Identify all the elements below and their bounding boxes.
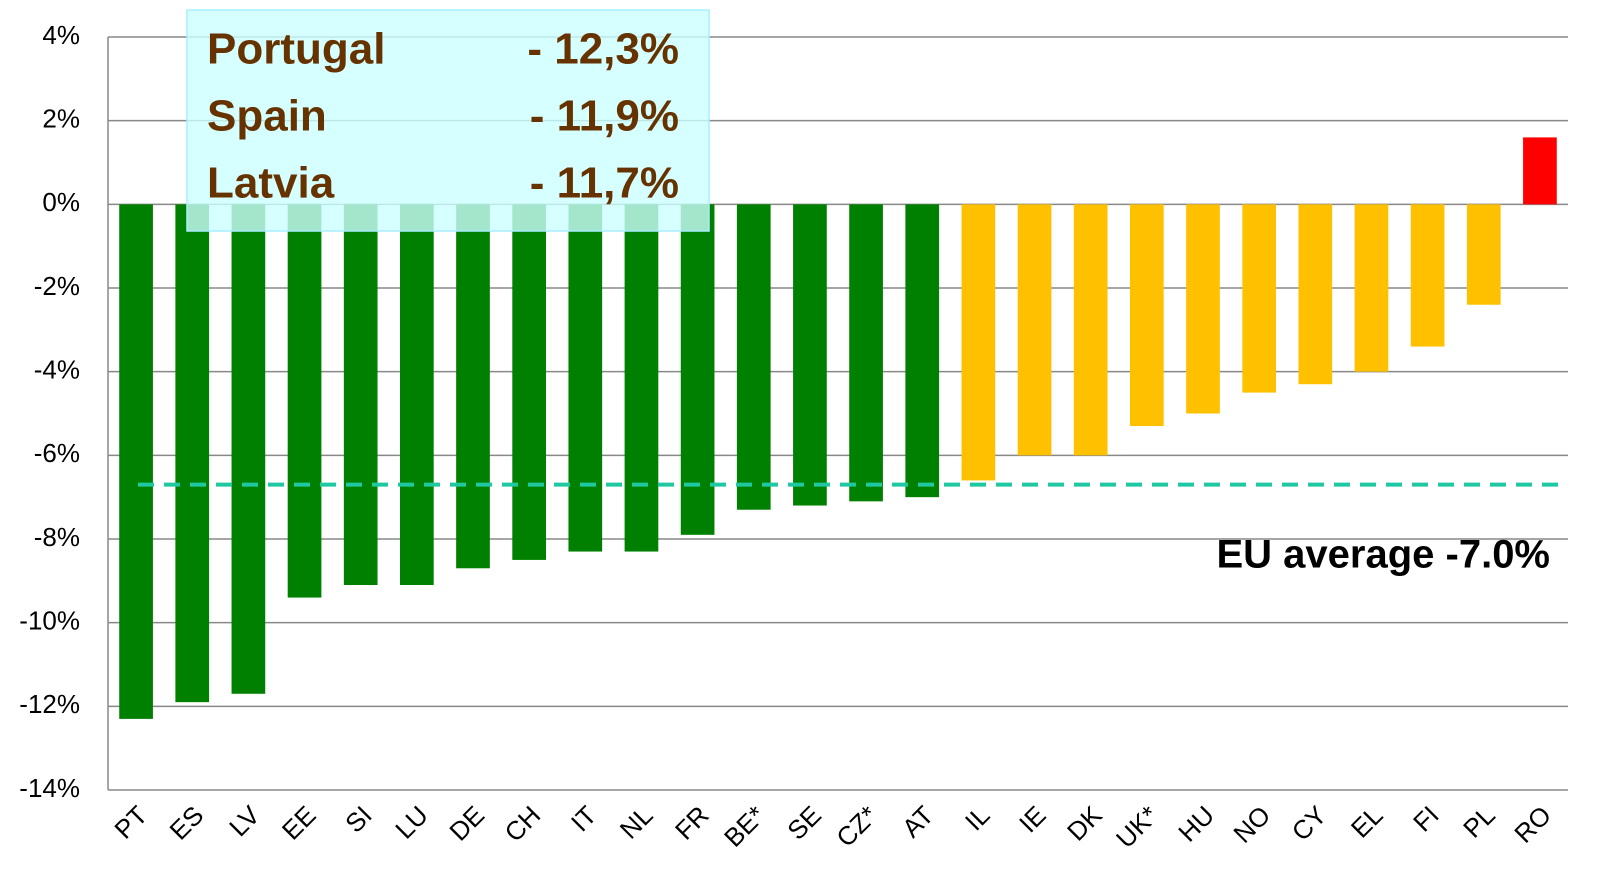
bar bbox=[961, 204, 996, 481]
y-tick-label: -4% bbox=[34, 355, 80, 385]
bar bbox=[849, 204, 883, 502]
bar bbox=[1298, 204, 1333, 385]
y-tick-label: -10% bbox=[19, 606, 80, 636]
bar bbox=[1354, 204, 1389, 372]
box-value: - 12,3% bbox=[527, 25, 679, 74]
x-tick-label: SE bbox=[781, 800, 827, 846]
x-tick-label: IT bbox=[565, 800, 603, 838]
x-tick-label: UK* bbox=[1110, 800, 1164, 854]
box-country: Latvia bbox=[207, 159, 335, 208]
x-tick-label: FR bbox=[669, 800, 715, 846]
bar bbox=[175, 204, 210, 703]
x-tick-label: RO bbox=[1508, 800, 1557, 849]
x-tick-label: LU bbox=[389, 800, 434, 845]
box-background bbox=[186, 9, 710, 232]
x-tick-label: AT bbox=[896, 800, 939, 843]
bar bbox=[1130, 204, 1164, 427]
x-tick-label: CY bbox=[1286, 800, 1333, 847]
y-tick-label: 4% bbox=[42, 20, 80, 50]
x-tick-label: NL bbox=[614, 800, 659, 845]
highlight-box: Portugal - 12,3% Spain - 11,9% Latvia - 11,7% bbox=[186, 9, 710, 232]
bar bbox=[1523, 137, 1557, 205]
x-tick-label: CZ* bbox=[830, 800, 883, 853]
bar bbox=[568, 204, 603, 552]
x-tick-label: CH bbox=[498, 800, 546, 848]
x-tick-label: FI bbox=[1407, 800, 1445, 838]
bar bbox=[1186, 204, 1220, 414]
bar bbox=[231, 204, 266, 694]
bar bbox=[905, 204, 940, 498]
bar bbox=[680, 204, 715, 535]
y-tick-label: -2% bbox=[34, 271, 80, 301]
x-tick-label: LV bbox=[223, 799, 266, 842]
x-tick-label: EE bbox=[276, 800, 322, 846]
x-tick-label: SI bbox=[339, 800, 378, 839]
bar bbox=[1073, 204, 1108, 456]
x-tick-label: ES bbox=[164, 800, 210, 846]
x-tick-label: NO bbox=[1227, 800, 1276, 849]
y-tick-label: -6% bbox=[34, 438, 80, 468]
bar bbox=[456, 204, 490, 569]
x-tick-label: PT bbox=[108, 800, 153, 845]
reference-label: EU average -7.0% bbox=[1216, 533, 1550, 577]
bar bbox=[1017, 204, 1052, 456]
x-tick-label: DK bbox=[1061, 799, 1108, 846]
box-country: Spain bbox=[207, 92, 327, 141]
x-tick-label: PL bbox=[1457, 800, 1501, 844]
box-value: - 11,7% bbox=[530, 159, 679, 208]
bar bbox=[1410, 204, 1445, 347]
x-tick-label: DE bbox=[443, 800, 490, 847]
x-tick-label: IE bbox=[1013, 800, 1052, 839]
bar bbox=[624, 204, 659, 552]
bar bbox=[736, 204, 771, 510]
bar bbox=[1466, 204, 1501, 305]
box-country: Portugal bbox=[207, 25, 385, 74]
box-value: - 11,9% bbox=[530, 92, 679, 141]
y-tick-label: -12% bbox=[19, 689, 80, 719]
bar bbox=[793, 204, 827, 506]
bar bbox=[119, 204, 153, 719]
y-tick-label: 2% bbox=[42, 104, 80, 134]
y-tick-label: -14% bbox=[19, 773, 80, 803]
x-tick-label: BE* bbox=[718, 800, 771, 853]
bar bbox=[400, 204, 434, 586]
x-tick-label: HU bbox=[1172, 800, 1220, 848]
x-tick-label: IL bbox=[959, 800, 996, 837]
y-tick-label: -8% bbox=[34, 522, 80, 552]
bar bbox=[1242, 204, 1276, 393]
x-tick-label: EL bbox=[1345, 800, 1389, 844]
y-tick-label: 0% bbox=[42, 187, 80, 217]
bar bbox=[287, 204, 322, 598]
bar bbox=[512, 204, 546, 560]
bar bbox=[343, 204, 378, 586]
